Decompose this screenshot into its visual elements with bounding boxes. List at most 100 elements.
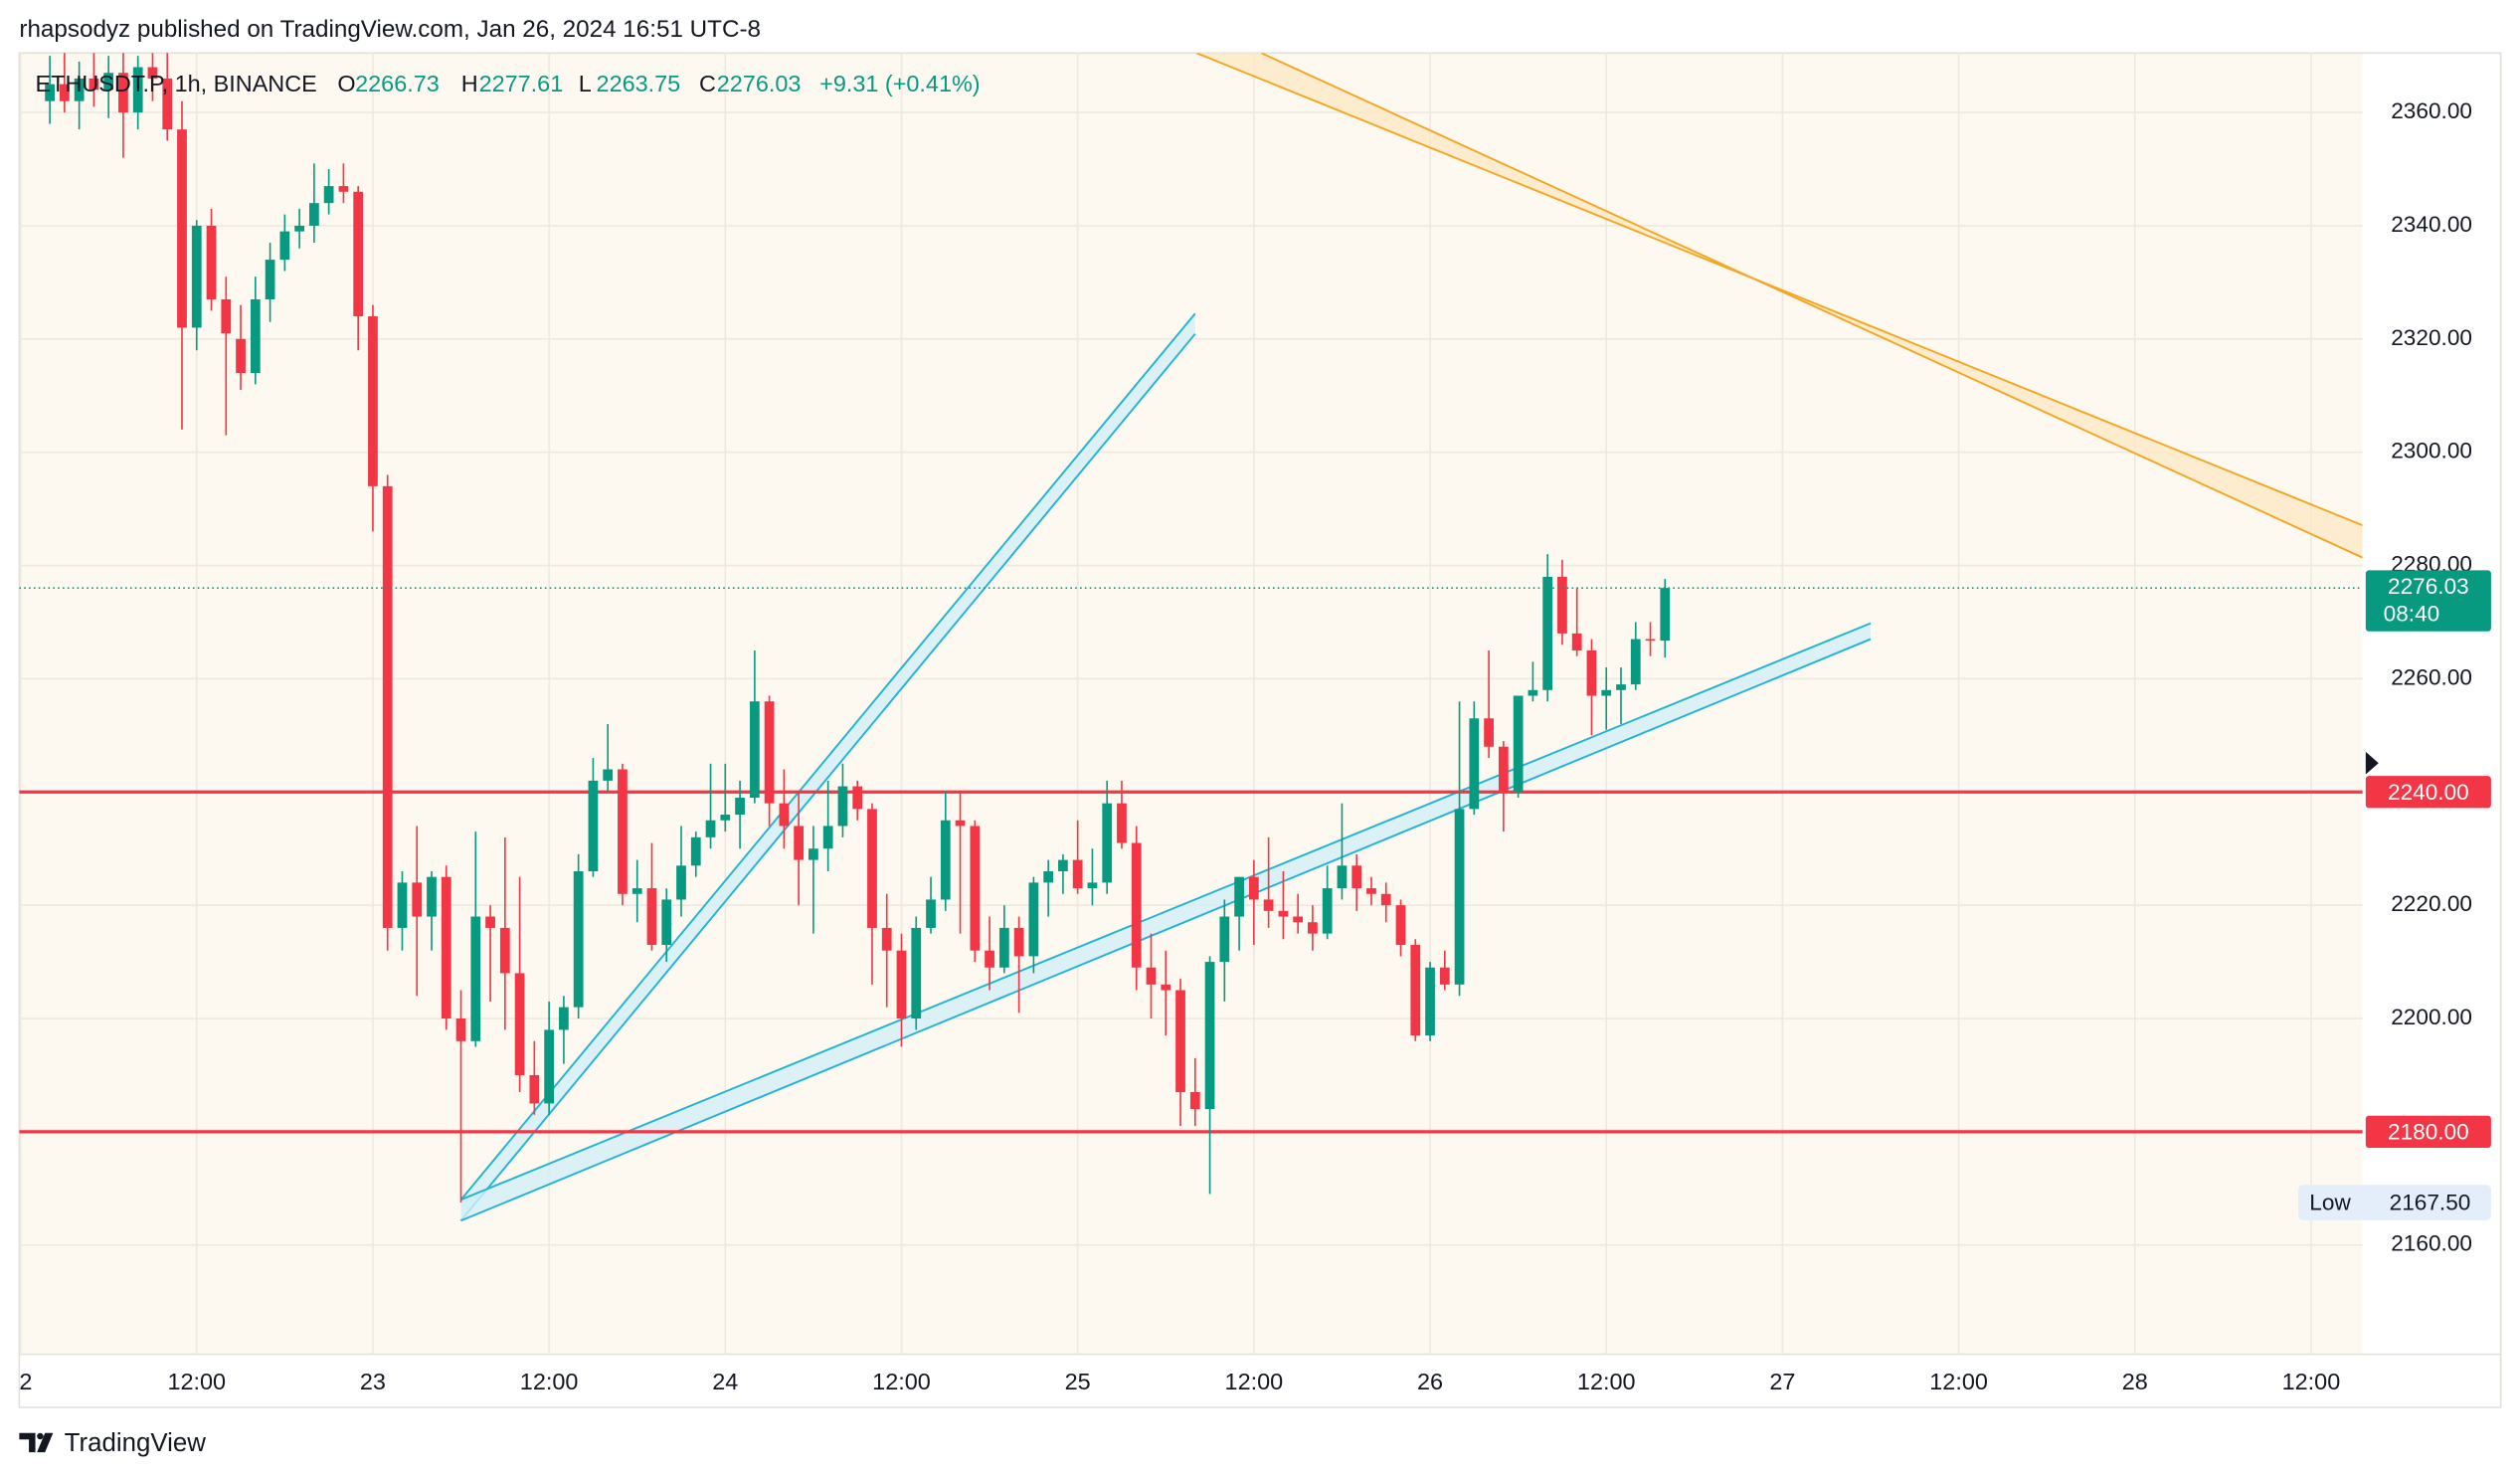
- x-tick-label: 12:00: [520, 1369, 579, 1394]
- candle-body: [1645, 639, 1656, 642]
- y-tick-label: 2300.00: [2391, 439, 2472, 463]
- x-tick-label: 24: [712, 1369, 738, 1394]
- candle-body: [1117, 803, 1127, 843]
- candle-body: [1322, 888, 1333, 934]
- candle-body: [470, 916, 481, 1041]
- candle-body: [1454, 809, 1465, 985]
- last-price-label: 2276.03: [2388, 574, 2469, 599]
- candle-body: [1616, 684, 1626, 690]
- candle-body: [867, 809, 877, 928]
- candle-body: [1586, 649, 1597, 696]
- candle-body: [397, 882, 408, 928]
- plot-background: [19, 53, 2363, 1355]
- candle-body: [1630, 639, 1641, 685]
- candle-body: [1337, 865, 1348, 889]
- ohlc-letter: L: [579, 71, 592, 96]
- candle-body: [1189, 1092, 1200, 1110]
- candle-body: [455, 1018, 466, 1041]
- price-tag-label: 2240.00: [2388, 780, 2469, 805]
- candle-body: [881, 927, 892, 951]
- candle-body: [118, 73, 128, 113]
- candle-body: [1043, 870, 1054, 883]
- candle-body: [955, 820, 966, 827]
- scale-arrow: [2365, 751, 2379, 775]
- candles: [19, 53, 2363, 1203]
- footer-brand: TradingView: [65, 1429, 207, 1457]
- candle-body: [1660, 588, 1671, 642]
- y-tick-label: 2200.00: [2391, 1005, 2472, 1029]
- candle-body: [822, 826, 833, 849]
- candle-body: [1013, 927, 1024, 957]
- candle-body: [103, 73, 114, 91]
- x-tick-label: 12:00: [2282, 1369, 2341, 1394]
- y-tick-label: 2160.00: [2391, 1231, 2472, 1256]
- candle-body: [147, 67, 158, 79]
- candle-body: [1513, 695, 1524, 793]
- candle-body: [676, 865, 686, 900]
- x-tick-label: 12:00: [1225, 1369, 1284, 1394]
- candle-body: [485, 916, 495, 928]
- channel-fill: [460, 313, 1195, 1221]
- candle-body: [177, 129, 187, 328]
- candle-body: [926, 899, 936, 928]
- candle-body: [1439, 967, 1450, 985]
- candle-body: [573, 870, 584, 1008]
- ohlc-value: 2263.75: [597, 71, 681, 96]
- candle-body: [1601, 689, 1612, 696]
- logo-mark: [19, 1432, 54, 1453]
- candle-body: [896, 950, 907, 1019]
- legend: ETHUSDT.P, 1h, BINANCE O 2266.73 H 2277.61 L…: [36, 71, 981, 96]
- candle-body: [132, 67, 143, 113]
- candle-body: [1366, 888, 1376, 894]
- candle-body: [441, 876, 451, 1019]
- x-tick-label: 12:00: [872, 1369, 931, 1394]
- y-tick-label: 2320.00: [2391, 325, 2472, 350]
- candle-body: [412, 882, 423, 917]
- candle-body: [735, 797, 745, 816]
- candle-body: [206, 225, 217, 299]
- candle-body: [514, 973, 525, 1075]
- candle-body: [749, 701, 760, 798]
- ohlc-letter: C: [699, 71, 716, 96]
- channel-line: [460, 638, 1872, 1222]
- x-tick-label: 27: [1769, 1369, 1795, 1394]
- candle-body: [499, 927, 510, 974]
- candle-body: [837, 786, 848, 827]
- x-tick-label: 12:00: [1929, 1369, 1988, 1394]
- candle-body: [236, 338, 246, 373]
- candle-body: [544, 1029, 554, 1104]
- y-tick-label: 2360.00: [2391, 98, 2472, 123]
- candle-body: [764, 701, 775, 804]
- candle-body: [1351, 865, 1362, 889]
- candle-body: [353, 191, 364, 317]
- candle-body: [940, 820, 951, 900]
- candle-body: [661, 899, 672, 946]
- x-tick-label: 28: [2122, 1369, 2148, 1394]
- candle-body: [1204, 962, 1215, 1110]
- last-price-tag: [2365, 570, 2491, 632]
- candle-body: [1219, 916, 1230, 963]
- candle-body: [279, 231, 290, 261]
- candle-body: [852, 786, 863, 810]
- candle-body: [45, 84, 55, 101]
- candle-body: [1528, 689, 1538, 696]
- change: +9.31 (+0.41%): [819, 71, 980, 96]
- candle-body: [1278, 910, 1289, 917]
- candle-body: [1102, 803, 1113, 883]
- channel-line: [459, 333, 1196, 1221]
- candle-body: [970, 826, 981, 951]
- candle-body: [794, 826, 805, 860]
- candle-body: [1308, 922, 1318, 934]
- ohlc-letter: H: [461, 71, 478, 96]
- candle-body: [323, 186, 334, 204]
- candle-body: [1234, 876, 1244, 917]
- candle-body: [1263, 899, 1274, 911]
- x-tick-label: 26: [1417, 1369, 1443, 1394]
- x-tick-label: 25: [1065, 1369, 1091, 1394]
- candle-body: [294, 225, 304, 232]
- channel-line: [1195, 53, 2363, 527]
- channel-line: [460, 622, 1872, 1201]
- low-marker-box: [2297, 1185, 2491, 1220]
- candle-body: [74, 78, 85, 101]
